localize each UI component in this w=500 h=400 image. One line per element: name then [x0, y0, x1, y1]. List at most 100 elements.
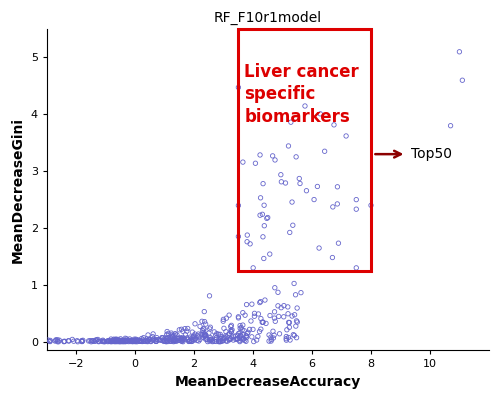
Point [236, 335, 244, 341]
Point [194, 331, 202, 337]
Point [316, 111, 324, 117]
Point [175, 337, 183, 344]
Point [107, 336, 115, 342]
Point [240, 328, 248, 334]
Point [290, 332, 298, 339]
Point [114, 338, 122, 344]
Point [232, 336, 240, 343]
Point [242, 333, 250, 339]
Point [160, 337, 168, 343]
Point [214, 337, 222, 343]
Point [178, 336, 186, 343]
Point [74, 338, 82, 345]
Point [214, 338, 222, 345]
Point [136, 338, 144, 344]
Point [290, 312, 298, 318]
Point [108, 338, 116, 344]
Point [54, 338, 62, 345]
Point [110, 336, 118, 342]
Point [218, 338, 226, 344]
Point [219, 337, 227, 344]
Point [201, 332, 209, 339]
Point [352, 265, 360, 271]
Point [234, 202, 242, 209]
Point [242, 334, 250, 341]
Point [147, 338, 155, 344]
Point [144, 338, 152, 344]
Point [116, 336, 124, 342]
Point [139, 337, 147, 343]
Point [197, 331, 205, 338]
Point [220, 325, 228, 332]
Point [99, 337, 107, 344]
Point [302, 188, 310, 194]
Point [284, 310, 292, 317]
Point [224, 332, 232, 338]
Point [208, 336, 216, 342]
Point [122, 338, 130, 344]
Point [119, 338, 127, 344]
Point [264, 214, 272, 221]
Point [136, 338, 144, 344]
Point [168, 333, 176, 339]
Point [92, 337, 100, 343]
Point [111, 337, 119, 344]
Point [236, 329, 244, 336]
Point [258, 211, 266, 218]
Point [314, 183, 322, 190]
Point [106, 338, 114, 345]
Point [188, 338, 196, 344]
Point [256, 298, 264, 305]
Point [115, 337, 123, 344]
Point [152, 338, 160, 344]
Point [172, 338, 179, 344]
Point [284, 304, 292, 310]
Point [145, 336, 153, 342]
Point [136, 338, 143, 344]
Point [238, 327, 246, 333]
Point [122, 337, 130, 343]
Point [206, 326, 214, 332]
Point [100, 338, 108, 344]
Point [174, 335, 182, 342]
Point [117, 338, 125, 345]
Point [173, 332, 181, 338]
Point [239, 332, 247, 338]
Point [216, 337, 224, 343]
Point [229, 333, 237, 340]
Point [120, 338, 128, 344]
Point [183, 328, 191, 334]
Point [101, 338, 109, 345]
Point [234, 233, 242, 240]
Point [286, 324, 294, 330]
Point [265, 338, 273, 344]
Point [227, 327, 235, 333]
Point [179, 335, 187, 342]
Point [186, 338, 194, 344]
Point [216, 331, 224, 338]
Point [179, 328, 187, 334]
Point [180, 336, 188, 342]
Point [170, 337, 178, 344]
Point [116, 338, 124, 345]
Point [128, 338, 136, 344]
Point [267, 334, 275, 340]
Point [200, 333, 208, 339]
Point [190, 337, 198, 343]
Point [99, 338, 107, 345]
Point [259, 180, 267, 187]
Point [204, 336, 212, 343]
Point [328, 254, 336, 261]
Point [170, 337, 178, 344]
Point [56, 337, 64, 344]
Point [163, 336, 171, 342]
Point [234, 84, 242, 90]
Point [86, 338, 94, 344]
Point [212, 336, 220, 342]
Point [228, 328, 235, 335]
Point [152, 336, 160, 343]
Point [176, 327, 184, 333]
Point [266, 251, 274, 257]
Point [195, 334, 203, 340]
Point [112, 336, 120, 343]
